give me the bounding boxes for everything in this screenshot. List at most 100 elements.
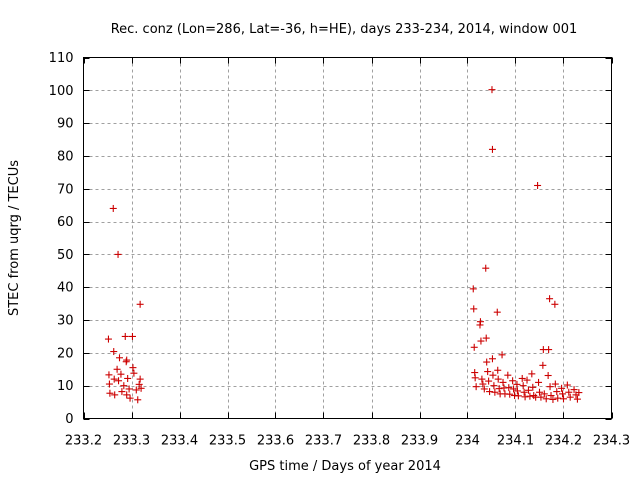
- data-point-marker: [546, 295, 554, 303]
- data-point-marker: [513, 380, 521, 388]
- x-tick-label: 234: [455, 434, 480, 449]
- x-tick-label: 233.7: [305, 434, 342, 449]
- y-tick-label: 10: [57, 379, 74, 394]
- plot-frame: [83, 57, 612, 419]
- data-point-marker: [570, 386, 578, 394]
- data-point-marker: [498, 351, 506, 359]
- data-point-marker: [566, 393, 574, 401]
- x-tick-label: 233.6: [257, 434, 294, 449]
- data-point-marker: [109, 204, 117, 212]
- data-point-marker: [559, 390, 567, 398]
- data-point-marker: [113, 365, 121, 373]
- data-point-marker: [106, 389, 114, 397]
- x-axis-title: GPS time / Days of year 2014: [249, 459, 441, 474]
- y-tick-label: 40: [57, 281, 74, 296]
- data-point-marker: [546, 383, 554, 391]
- data-point-marker: [117, 370, 125, 378]
- data-point-marker: [489, 371, 497, 379]
- data-point-marker: [472, 383, 480, 391]
- y-tick-label: 70: [57, 182, 74, 197]
- data-point-marker: [482, 264, 490, 272]
- data-point-marker: [554, 394, 562, 402]
- data-point-marker: [120, 382, 128, 390]
- data-point-marker: [137, 384, 145, 392]
- data-point-marker: [130, 369, 138, 377]
- data-point-marker: [471, 374, 479, 382]
- data-point-marker: [499, 378, 507, 386]
- data-point-marker: [129, 364, 137, 372]
- y-tick-label: 90: [57, 117, 74, 132]
- data-point-marker: [123, 356, 131, 364]
- data-point-marker: [105, 371, 113, 379]
- data-point-marker: [547, 392, 555, 400]
- data-point-marker: [125, 385, 133, 393]
- data-point-marker: [495, 385, 503, 393]
- x-tick-label: 233.5: [209, 434, 246, 449]
- data-point-marker: [519, 382, 527, 390]
- x-tick-label: 234.2: [545, 434, 582, 449]
- data-point-marker: [470, 305, 478, 313]
- data-point-marker: [551, 300, 559, 308]
- x-tick-label: 233.3: [113, 434, 150, 449]
- data-point-marker: [528, 370, 536, 378]
- data-point-marker: [529, 383, 537, 391]
- data-point-marker: [537, 393, 545, 401]
- data-point-marker: [534, 181, 542, 189]
- y-tick-label: 100: [49, 84, 74, 99]
- data-point-marker: [116, 354, 123, 362]
- y-tick-label: 0: [65, 412, 73, 427]
- data-point-marker: [114, 250, 122, 258]
- data-point-marker: [136, 300, 144, 308]
- data-point-marker: [520, 388, 528, 396]
- data-point-marker: [518, 374, 526, 382]
- data-point-marker: [542, 395, 550, 403]
- y-tick-label: 30: [57, 314, 74, 329]
- data-point-marker: [136, 375, 144, 383]
- data-point-marker: [521, 393, 529, 401]
- data-point-marker: [470, 343, 478, 351]
- data-point-marker: [540, 390, 548, 398]
- data-point-marker: [491, 388, 499, 396]
- data-point-marker: [479, 380, 487, 388]
- data-point-marker: [123, 391, 131, 399]
- y-tick-label: 50: [57, 248, 74, 263]
- data-point-marker: [494, 375, 502, 383]
- y-axis-title: STEC from uqrg / TECUs: [7, 160, 22, 316]
- x-tick-label: 233.8: [353, 434, 390, 449]
- data-point-marker: [553, 388, 561, 396]
- grid-lines: [83, 57, 612, 419]
- data-point-marker: [488, 145, 496, 153]
- data-point-marker: [551, 380, 559, 388]
- data-point-marker: [494, 366, 502, 374]
- data-point-marker: [565, 388, 573, 396]
- data-point-marker: [524, 386, 532, 394]
- data-point-marker: [509, 377, 517, 385]
- data-point-marker: [104, 335, 112, 343]
- x-tick-label: 233.9: [401, 434, 438, 449]
- y-tick-label: 80: [57, 149, 74, 164]
- data-point-marker: [480, 385, 488, 393]
- chart-title: Rec. conz (Lon=286, Lat=-36, h=HE), days…: [111, 22, 578, 37]
- data-point-marker: [510, 385, 518, 393]
- data-point-marker: [523, 376, 531, 384]
- data-point-marker: [575, 389, 583, 397]
- x-tick-label: 233.2: [65, 434, 102, 449]
- data-point-marker: [535, 378, 543, 386]
- data-point-marker: [124, 374, 132, 382]
- data-point-marker: [526, 392, 534, 400]
- y-tick-label: 60: [57, 215, 74, 230]
- x-tick-label: 233.4: [161, 434, 198, 449]
- data-point-marker: [506, 390, 514, 398]
- data-point-marker: [485, 377, 493, 385]
- data-point-marker: [490, 382, 498, 390]
- y-tick-label: 110: [49, 51, 74, 66]
- data-point-marker: [539, 361, 547, 369]
- data-point-marker: [513, 387, 521, 395]
- data-point-marker: [558, 384, 566, 392]
- data-point-marker: [477, 337, 485, 345]
- data-point-marker: [132, 386, 140, 394]
- data-point-marker: [110, 348, 118, 356]
- y-tick-labels: 0 10 20 30 40 50 60 70 80 90 100 110: [49, 51, 74, 427]
- x-tick-label: 234.3: [593, 434, 630, 449]
